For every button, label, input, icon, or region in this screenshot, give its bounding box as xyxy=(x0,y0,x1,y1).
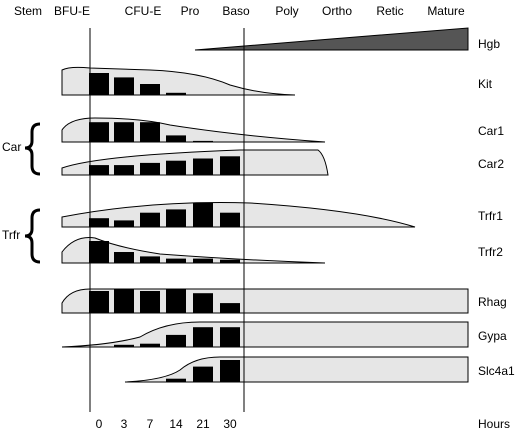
bracket xyxy=(24,208,41,264)
bar xyxy=(89,291,109,313)
bar xyxy=(220,259,240,263)
bar xyxy=(114,288,134,313)
bar xyxy=(193,366,213,382)
bar xyxy=(193,327,213,347)
bar xyxy=(140,122,160,142)
bar xyxy=(220,303,240,313)
bar xyxy=(114,165,134,175)
bar xyxy=(166,258,186,263)
envelope xyxy=(61,288,469,314)
hemoglobin-wedge xyxy=(194,27,469,51)
stage-label: Stem xyxy=(14,4,42,18)
hours-label: Hours xyxy=(478,417,510,431)
bar xyxy=(166,288,186,313)
stage-label: Retic xyxy=(376,4,403,18)
bar xyxy=(166,378,186,382)
stage-label: BFU-E xyxy=(54,4,90,18)
bar xyxy=(140,291,160,313)
bar xyxy=(89,241,109,263)
bar xyxy=(220,360,240,382)
bar xyxy=(140,212,160,227)
bar xyxy=(193,202,213,227)
stage-label: Ortho xyxy=(322,4,352,18)
bar xyxy=(114,77,134,95)
bar xyxy=(193,140,213,142)
hour-label: 0 xyxy=(96,417,103,431)
stage-label: Baso xyxy=(222,4,250,18)
stage-label: Pro xyxy=(181,4,200,18)
bar xyxy=(166,135,186,142)
bar xyxy=(166,334,186,347)
bar xyxy=(220,327,240,347)
gene-label: Trfr2 xyxy=(478,245,503,259)
gene-label: Car2 xyxy=(478,157,504,171)
bracket xyxy=(24,122,41,176)
bar xyxy=(114,252,134,263)
bar xyxy=(166,92,186,95)
bar xyxy=(89,122,109,142)
bar xyxy=(220,156,240,175)
hour-label: 14 xyxy=(169,417,183,431)
bar xyxy=(114,220,134,227)
hour-label: 7 xyxy=(147,417,154,431)
hour-label: 30 xyxy=(223,417,237,431)
gene-label: Car1 xyxy=(478,124,504,138)
group-label: Car xyxy=(2,140,21,154)
stage-label: Poly xyxy=(275,4,298,18)
hour-label: 21 xyxy=(196,417,210,431)
group-label: Trfr xyxy=(2,228,20,242)
stage-label: Mature xyxy=(427,4,465,18)
envelope xyxy=(124,356,469,383)
bar xyxy=(220,212,240,227)
bar xyxy=(140,162,160,175)
gene-label: Trfr1 xyxy=(478,209,503,223)
hemoglobin-label: Hgb xyxy=(478,37,500,51)
bar xyxy=(193,293,213,313)
gene-label: Rhag xyxy=(478,295,507,309)
gene-label: Kit xyxy=(478,77,493,91)
bar xyxy=(89,218,109,227)
bar xyxy=(166,209,186,227)
bar xyxy=(89,73,109,95)
bar xyxy=(114,344,134,347)
bar xyxy=(166,160,186,175)
bar xyxy=(89,165,109,175)
gene-label: Gypa xyxy=(478,329,507,343)
hour-label: 3 xyxy=(121,417,128,431)
bar xyxy=(140,343,160,347)
bar xyxy=(140,256,160,263)
bar xyxy=(193,158,213,175)
bar xyxy=(193,258,213,263)
stage-label: CFU-E xyxy=(125,4,162,18)
bar xyxy=(140,84,160,95)
gene-label: Slc4a1 xyxy=(478,364,515,378)
bar xyxy=(114,122,134,142)
envelope xyxy=(61,321,469,348)
